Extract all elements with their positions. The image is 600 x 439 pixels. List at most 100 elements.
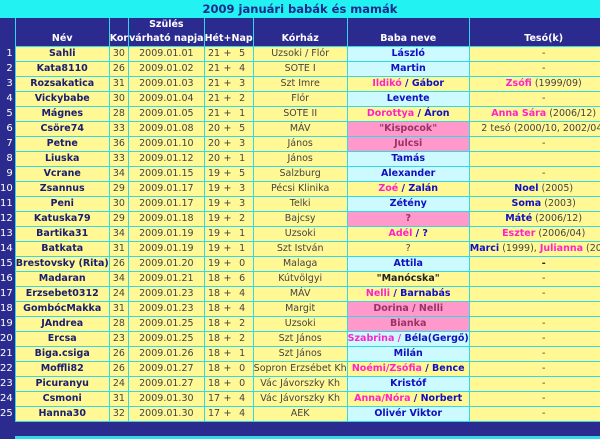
hospital: Szt Imre	[252, 76, 348, 92]
due-date: 2009.01.04	[128, 91, 205, 107]
teso-name: -	[541, 348, 546, 359]
plus-sign: +	[223, 256, 232, 272]
header-spacer	[468, 18, 600, 32]
baba-name: ?	[405, 243, 411, 254]
days: 4	[231, 301, 254, 317]
row-number: 8	[0, 151, 16, 167]
baba-name: Alexander	[381, 168, 436, 179]
due-date: 2009.01.19	[128, 226, 205, 242]
days: 2	[231, 316, 254, 332]
table-row: 17 Erzsebet0312 24 2009.01.23 18 +4 MÁV Nelli /…	[0, 286, 600, 302]
baba-name: Martin	[390, 63, 426, 74]
hospital: Flór	[252, 91, 348, 107]
baba-name: Dorina / Nelli	[373, 303, 444, 314]
header-spacer	[203, 18, 254, 32]
table-row: 22 Moffli82 26 2009.01.27 18 +0 Sopron Erzsébe…	[0, 361, 600, 377]
plus-sign: +	[223, 211, 232, 227]
baba-name: Zalán	[408, 183, 439, 194]
baba-name: Anna/Nóra	[354, 393, 411, 404]
header-korhaz: Kórház	[252, 32, 348, 47]
sibling-cell: -	[468, 316, 600, 332]
days: 5	[231, 46, 254, 62]
table-row: 9 Vcrane 34 2009.01.15 19 +5 Salzburg Alexander…	[0, 166, 600, 182]
header-nap: Nap	[231, 32, 254, 47]
age: 30	[108, 91, 130, 107]
teso-name: 2 tesó (2000/10, 2002/04)	[481, 123, 600, 134]
teso-name: -	[541, 408, 546, 419]
days: 3	[231, 136, 254, 152]
weeks: 21	[203, 46, 224, 62]
baba-name: Adél	[388, 228, 413, 239]
plus-sign: +	[223, 301, 232, 317]
teso-name: -	[541, 93, 546, 104]
age: 33	[108, 151, 130, 167]
baby-name-cell: László	[346, 46, 470, 62]
weeks: 19	[203, 196, 224, 212]
row-number: 17	[0, 286, 16, 302]
baby-name-cell: Kristóf	[346, 376, 470, 392]
teso-name: (2006/04)	[535, 228, 586, 239]
baby-name-cell: Nelli / Barnabás	[346, 286, 470, 302]
days: 4	[231, 286, 254, 302]
weeks: 21	[203, 76, 224, 92]
mother-name: Mágnes	[14, 106, 110, 122]
plus-sign: +	[223, 151, 232, 167]
hospital: János	[252, 151, 348, 167]
due-date: 2009.01.23	[128, 301, 205, 317]
baba-name: /	[390, 288, 401, 299]
hospital: Bajcsy	[252, 211, 348, 227]
plus-sign: +	[223, 241, 232, 257]
table-row: 16 Madaran 34 2009.01.21 18 +6 Kútvölgyi "Manóc…	[0, 271, 600, 287]
baba-name: Bence	[432, 363, 465, 374]
baby-name-cell: Bianka	[346, 316, 470, 332]
row-number: 20	[0, 331, 16, 347]
baba-name: /	[398, 183, 409, 194]
hospital: János	[252, 136, 348, 152]
weeks: 19	[203, 181, 224, 197]
page-title: 2009 januári babák és mamák	[0, 0, 600, 18]
mother-name: Hanna30	[14, 406, 110, 422]
mother-name: Sahli	[14, 46, 110, 62]
table-row: 2 Kata8110 26 2009.01.02 21 +4 SOTE I Martin -	[0, 61, 600, 77]
row-number: 21	[0, 346, 16, 362]
teso-name: Soma	[511, 198, 542, 209]
teso-name: (2002)	[586, 243, 600, 254]
plus-sign: +	[223, 166, 232, 182]
row-number: 22	[0, 361, 16, 377]
table-row: 14 Batkata 31 2009.01.19 19 +1 Szt István? Marc…	[0, 241, 600, 257]
due-date: 2009.01.02	[128, 61, 205, 77]
due-date: 2009.01.12	[128, 151, 205, 167]
age: 34	[108, 226, 130, 242]
mother-name: Picuranyu	[14, 376, 110, 392]
hospital: Malaga	[252, 256, 348, 272]
due-date: 2009.01.26	[128, 346, 205, 362]
table-row: 20 Ercsa 23 2009.01.25 18 +2 Szt János Szabrina…	[0, 331, 600, 347]
table-row: 8 Liuska 33 2009.01.12 20 +1 János Tamás	[0, 151, 600, 167]
header-baba: Baba neve	[346, 32, 470, 47]
baba-name: Attila	[393, 258, 423, 269]
babies-table: Szülés Név Kor várható napja Hét + Nap K…	[0, 18, 600, 422]
baba-name: /	[414, 108, 425, 119]
due-date: 2009.01.18	[128, 211, 205, 227]
due-date: 2009.01.30	[128, 391, 205, 407]
days: 1	[231, 346, 254, 362]
baba-name: /	[410, 393, 421, 404]
teso-name: -	[541, 288, 546, 299]
weeks: 19	[203, 211, 224, 227]
age: 31	[108, 76, 130, 92]
sibling-cell: -	[468, 346, 600, 362]
baba-name: /	[394, 333, 405, 344]
baby-name-cell: Zoé / Zalán	[346, 181, 470, 197]
teso-name: (2005)	[538, 183, 574, 194]
age: 29	[108, 211, 130, 227]
days: 4	[231, 391, 254, 407]
row-number: 25	[0, 406, 16, 422]
row-number: 5	[0, 106, 16, 122]
mother-name: Kata8110	[14, 61, 110, 77]
age: 24	[108, 376, 130, 392]
header-spacer	[108, 18, 129, 32]
hospital: Kútvölgyi	[252, 271, 348, 287]
due-date: 2009.01.01	[128, 46, 205, 62]
sibling-cell: -	[468, 286, 600, 302]
hospital: AEK	[252, 406, 348, 422]
